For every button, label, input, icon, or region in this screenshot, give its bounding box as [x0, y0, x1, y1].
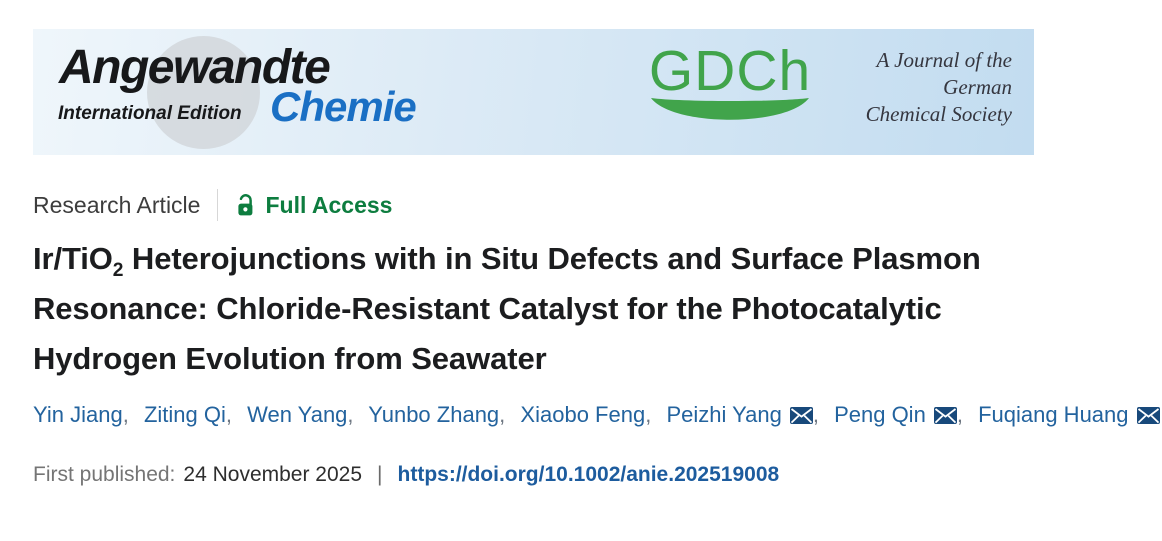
author-link[interactable]: Wen Yang	[247, 402, 348, 427]
title-text: Heterojunctions with in Situ Defects and…	[33, 241, 981, 376]
journal-logo-international-edition: International Edition	[58, 103, 242, 124]
author-separator: ,	[956, 402, 963, 427]
banner-circle-decoration	[147, 36, 260, 149]
author: Yin Jiang,	[33, 402, 138, 427]
author-link[interactable]: Peizhi Yang	[666, 402, 782, 427]
journal-logo-chemie: Chemie	[270, 83, 417, 130]
author: Peng Qin,	[834, 402, 972, 427]
author-separator: ,	[347, 402, 354, 427]
author-list: Yin Jiang, Ziting Qi, Wen Yang, Yunbo Zh…	[33, 401, 1162, 431]
author-separator: ,	[122, 402, 129, 427]
journal-banner[interactable]: Angewandte International Edition Chemie …	[33, 29, 1034, 155]
email-icon[interactable]	[1136, 403, 1160, 431]
author: Yunbo Zhang,	[368, 402, 514, 427]
author: Xiaobo Feng,	[520, 402, 660, 427]
author-link[interactable]: Ziting Qi	[143, 402, 226, 427]
article-type-label: Research Article	[33, 192, 201, 218]
author-link[interactable]: Fuqiang Huang	[978, 402, 1129, 427]
author: Peizhi Yang,	[666, 402, 828, 427]
vertical-divider	[217, 189, 219, 221]
society-tagline-line: Chemical Society	[865, 102, 1012, 126]
author-separator: ,	[645, 402, 652, 427]
author-link[interactable]: Xiaobo Feng	[520, 402, 646, 427]
author-separator: ,	[812, 402, 819, 427]
article-title: Ir/TiO2 Heterojunctions with in Situ Def…	[33, 234, 1038, 384]
email-icon[interactable]	[933, 403, 957, 431]
doi-link[interactable]: https://doi.org/10.1002/anie.202519008	[397, 463, 780, 486]
gdch-arc-icon	[651, 98, 809, 120]
society-tagline: A Journal of the German Chemical Society	[866, 47, 1012, 128]
title-text: Ir/TiO	[33, 241, 113, 276]
author-separator: ,	[225, 402, 232, 427]
publication-info-row: First published: 24 November 2025 | http…	[33, 461, 1162, 488]
article-meta-row: Research Article Full Access	[33, 189, 1162, 221]
author-link[interactable]: Yin Jiang	[33, 402, 123, 427]
gdch-logo-text: GDCh	[648, 39, 812, 103]
author-link[interactable]: Peng Qin	[834, 402, 926, 427]
journal-logo-angewandte: Angewandte	[59, 41, 331, 94]
first-published-label: First published:	[33, 463, 176, 486]
author: Wen Yang,	[247, 402, 362, 427]
email-icon[interactable]	[789, 403, 813, 431]
author-separator: ,	[499, 402, 506, 427]
open-lock-icon	[235, 193, 256, 217]
first-published-date: 24 November 2025	[183, 463, 363, 486]
society-tagline-line: A Journal of the	[876, 48, 1012, 72]
title-subscript: 2	[112, 260, 124, 282]
author: Fuqiang Huang	[978, 402, 1160, 427]
author-link[interactable]: Yunbo Zhang	[368, 402, 500, 427]
full-access-badge[interactable]: Full Access	[235, 190, 392, 220]
author: Ziting Qi,	[144, 402, 241, 427]
gdch-logo: GDCh	[645, 41, 815, 129]
full-access-label: Full Access	[265, 192, 393, 218]
text-divider: |	[377, 463, 383, 486]
society-tagline-line: German	[943, 75, 1012, 99]
